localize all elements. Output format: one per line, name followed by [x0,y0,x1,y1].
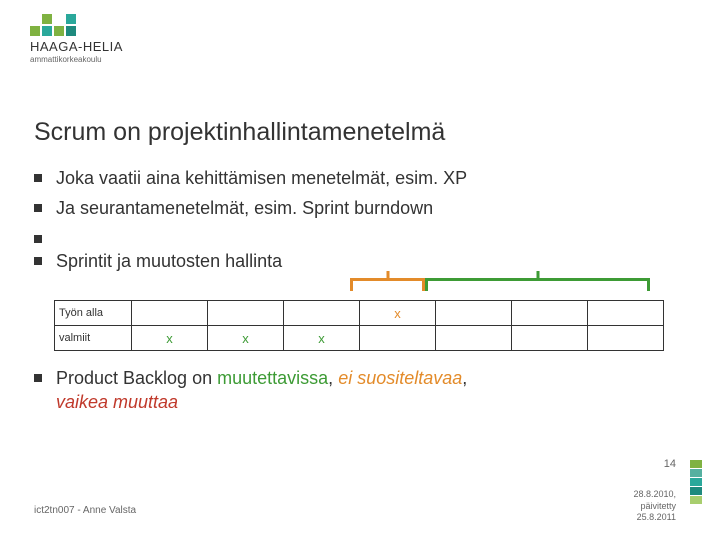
bullet-marker-icon [34,174,42,182]
bullet-text: Sprintit ja muutosten hallinta [56,249,282,273]
logo-name: HAAGA-HELIA [30,39,123,54]
bullet-marker-icon [34,257,42,265]
page-number: 14 [664,458,676,470]
table-cell [132,301,208,326]
table-cell [208,301,284,326]
bullet-item [34,227,680,243]
table-cell [284,301,360,326]
row-label: valmiit [55,326,132,351]
slide-title: Scrum on projektinhallintamenetelmä [34,118,445,147]
backlog-bullet: Product Backlog on muutettavissa, ei suo… [34,366,680,415]
logo: HAAGA-HELIA ammattikorkeakoulu [30,14,123,64]
logo-squares [30,14,123,36]
table-row: valmiit x x x [55,326,664,351]
footer-left: ict2tn007 - Anne Valsta [34,505,136,516]
bracket-green [425,278,650,291]
footer-right: 28.8.2010, päivitetty 25.8.2011 [633,489,676,524]
logo-subtitle: ammattikorkeakoulu [30,55,123,64]
table-cell [512,326,588,351]
bracket-orange [350,278,425,291]
bullet-marker-icon [34,374,42,382]
table-cell [512,301,588,326]
table-cell: x [132,326,208,351]
table-cell: x [360,301,436,326]
bullet-text: Ja seurantamenetelmät, esim. Sprint burn… [56,196,433,220]
backlog-text: Product Backlog on muutettavissa, ei suo… [56,366,467,415]
table-cell: x [208,326,284,351]
table-cell [588,326,664,351]
bullet-marker-icon [34,235,42,243]
table-row: Työn alla x [55,301,664,326]
bullet-item: Sprintit ja muutosten hallinta [34,249,680,273]
table-cell [588,301,664,326]
table-cell [436,326,512,351]
sprint-table: Työn alla x valmiit x x x [54,300,664,351]
bullet-item: Ja seurantamenetelmät, esim. Sprint burn… [34,196,680,220]
bullet-marker-icon [34,204,42,212]
bullet-item: Joka vaatii aina kehittämisen menetelmät… [34,166,680,190]
table-cell: x [284,326,360,351]
row-label: Työn alla [55,301,132,326]
bullet-text: Joka vaatii aina kehittämisen menetelmät… [56,166,467,190]
table-cell [436,301,512,326]
bullet-list: Joka vaatii aina kehittämisen menetelmät… [34,166,680,279]
color-strip-icon [690,460,702,504]
table-cell [360,326,436,351]
